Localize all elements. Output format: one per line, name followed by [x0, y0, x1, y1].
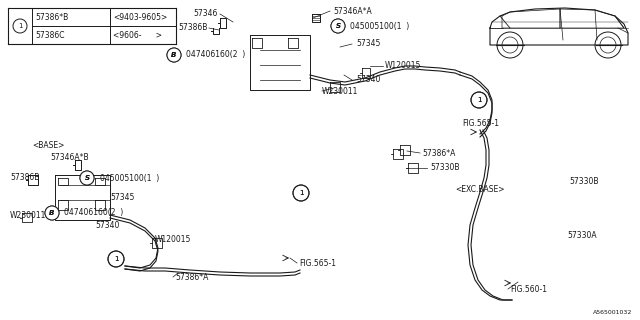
Text: 1: 1 — [114, 256, 118, 262]
Text: B: B — [172, 52, 177, 58]
Text: FIG.565-1: FIG.565-1 — [462, 119, 499, 129]
Text: 57346A*A: 57346A*A — [333, 6, 372, 15]
Text: 57345: 57345 — [110, 193, 134, 202]
Circle shape — [331, 19, 345, 33]
Circle shape — [45, 206, 59, 220]
Circle shape — [80, 171, 94, 185]
Text: FIG.560-1: FIG.560-1 — [510, 284, 547, 293]
Text: 57340: 57340 — [95, 220, 120, 229]
Text: S: S — [84, 175, 90, 181]
Text: S: S — [84, 175, 90, 181]
Text: W120015: W120015 — [385, 61, 421, 70]
Text: 1: 1 — [477, 97, 481, 103]
Text: 1: 1 — [299, 190, 303, 196]
Text: S: S — [335, 23, 340, 29]
Text: W230011: W230011 — [10, 211, 46, 220]
Circle shape — [497, 32, 523, 58]
Text: FIG.565-1: FIG.565-1 — [299, 259, 336, 268]
Text: 047406160(2  ): 047406160(2 ) — [186, 51, 245, 60]
Circle shape — [595, 32, 621, 58]
Circle shape — [167, 48, 181, 62]
Text: 57330B: 57330B — [430, 164, 460, 172]
Text: A565001032: A565001032 — [593, 309, 632, 315]
Text: B: B — [49, 210, 54, 216]
Text: 57386*B: 57386*B — [35, 12, 68, 21]
Text: 045005100(1  ): 045005100(1 ) — [350, 21, 409, 30]
Text: B: B — [49, 210, 54, 216]
Text: S: S — [335, 23, 340, 29]
Text: 1: 1 — [477, 97, 481, 103]
Text: <EXC.BASE>: <EXC.BASE> — [455, 186, 504, 195]
Text: 045005100(1  ): 045005100(1 ) — [100, 173, 159, 182]
Text: 57346A*B: 57346A*B — [50, 154, 88, 163]
Text: <9606-      >: <9606- > — [113, 30, 162, 39]
Text: 57386*A: 57386*A — [422, 148, 456, 157]
Text: 1: 1 — [299, 190, 303, 196]
Circle shape — [45, 206, 59, 220]
Text: 57330A: 57330A — [567, 231, 596, 241]
Text: 57345: 57345 — [356, 39, 380, 49]
Text: 1: 1 — [114, 256, 118, 262]
Text: 57330B: 57330B — [569, 178, 598, 187]
Text: <BASE>: <BASE> — [32, 140, 65, 149]
Text: 047406160(2  ): 047406160(2 ) — [64, 209, 124, 218]
Text: B: B — [172, 52, 177, 58]
Circle shape — [80, 171, 94, 185]
Text: 57346: 57346 — [194, 10, 218, 19]
Text: 57386B: 57386B — [179, 23, 208, 33]
Text: 57386B: 57386B — [10, 172, 40, 181]
Circle shape — [167, 48, 181, 62]
Text: <9403-9605>: <9403-9605> — [113, 12, 167, 21]
Text: W120015: W120015 — [155, 236, 191, 244]
Text: 57340: 57340 — [356, 76, 380, 84]
Circle shape — [331, 19, 345, 33]
Text: W230011: W230011 — [322, 86, 358, 95]
Text: 57386C: 57386C — [35, 30, 65, 39]
Text: 1: 1 — [18, 23, 22, 29]
Text: 57386*A: 57386*A — [175, 273, 209, 282]
